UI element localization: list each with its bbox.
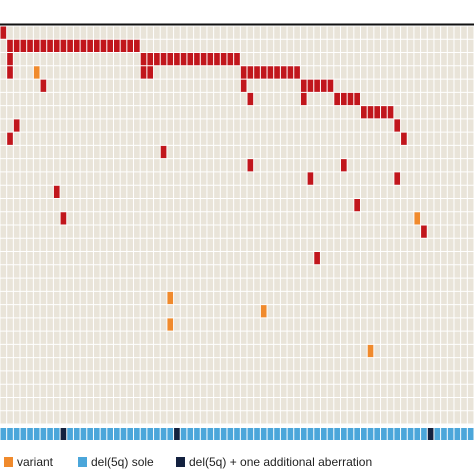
cell bbox=[113, 39, 121, 53]
cell bbox=[387, 105, 394, 119]
cell bbox=[126, 39, 134, 53]
cell bbox=[6, 52, 14, 66]
cell bbox=[353, 198, 361, 212]
cell bbox=[307, 79, 314, 93]
cell bbox=[293, 65, 301, 80]
legend-label: variant bbox=[17, 455, 54, 469]
cell bbox=[206, 52, 214, 66]
cell bbox=[26, 39, 34, 53]
cell bbox=[200, 52, 207, 66]
cell bbox=[180, 52, 187, 66]
cell bbox=[120, 39, 127, 53]
legend-label: del(5q) + one additional aberration bbox=[189, 455, 372, 469]
cell bbox=[260, 65, 268, 80]
cell bbox=[33, 65, 41, 80]
cell bbox=[146, 52, 154, 66]
cell bbox=[100, 39, 107, 53]
cell bbox=[6, 65, 14, 80]
cell bbox=[133, 39, 141, 53]
cell bbox=[413, 211, 421, 225]
cell bbox=[186, 52, 194, 66]
annotation-cell bbox=[427, 428, 434, 440]
cell bbox=[400, 132, 408, 146]
cell bbox=[40, 79, 47, 93]
cell bbox=[166, 52, 174, 66]
cell bbox=[420, 225, 428, 239]
cell bbox=[267, 65, 274, 80]
cell bbox=[6, 39, 14, 53]
cell bbox=[60, 39, 67, 53]
cell bbox=[166, 291, 174, 305]
cell bbox=[166, 317, 174, 332]
cell bbox=[146, 65, 154, 80]
cell bbox=[247, 158, 254, 172]
cell bbox=[153, 52, 161, 66]
cell bbox=[287, 65, 294, 80]
cell bbox=[393, 118, 401, 133]
cell bbox=[173, 52, 181, 66]
cell bbox=[220, 52, 227, 66]
cell bbox=[53, 185, 61, 199]
cell bbox=[247, 92, 254, 106]
cell bbox=[313, 251, 321, 265]
cell bbox=[247, 65, 254, 80]
legend-label: del(5q) sole bbox=[91, 455, 154, 469]
cell bbox=[160, 145, 167, 159]
cell bbox=[40, 39, 47, 53]
cell bbox=[273, 65, 281, 80]
cell bbox=[13, 39, 21, 53]
cell bbox=[300, 92, 308, 106]
cell bbox=[313, 79, 321, 93]
cell bbox=[233, 52, 241, 66]
cell bbox=[20, 39, 27, 53]
cell bbox=[240, 65, 248, 80]
cell bbox=[360, 105, 368, 119]
cell bbox=[353, 92, 361, 106]
cell bbox=[380, 105, 388, 119]
cell bbox=[280, 65, 288, 80]
cell bbox=[373, 105, 381, 119]
cell bbox=[393, 171, 401, 186]
cell bbox=[140, 65, 147, 80]
cell bbox=[226, 52, 234, 66]
cell bbox=[60, 211, 67, 225]
cell bbox=[86, 39, 94, 53]
legend-swatch bbox=[78, 457, 87, 467]
cell bbox=[253, 65, 261, 80]
cell bbox=[367, 344, 374, 358]
cell bbox=[327, 79, 334, 93]
cell bbox=[73, 39, 81, 53]
cell bbox=[307, 171, 314, 186]
cell bbox=[160, 52, 167, 66]
cell bbox=[260, 304, 268, 318]
cell bbox=[13, 118, 21, 133]
cell bbox=[333, 92, 341, 106]
cell bbox=[106, 39, 114, 53]
cell bbox=[193, 52, 201, 66]
cell bbox=[213, 52, 221, 66]
cell bbox=[340, 92, 348, 106]
cell bbox=[347, 92, 354, 106]
cell bbox=[53, 39, 61, 53]
cell bbox=[46, 39, 54, 53]
cell bbox=[367, 105, 374, 119]
cell bbox=[340, 158, 348, 172]
cell bbox=[300, 79, 308, 93]
cell bbox=[93, 39, 101, 53]
cell bbox=[33, 39, 41, 53]
cell bbox=[320, 79, 328, 93]
cell bbox=[0, 26, 7, 40]
legend-swatch bbox=[176, 457, 185, 467]
legend-swatch bbox=[4, 457, 13, 467]
annotation-cell bbox=[60, 428, 67, 440]
annotation-cell bbox=[173, 428, 181, 440]
annotation-track bbox=[0, 428, 474, 440]
cell bbox=[80, 39, 87, 53]
cell bbox=[140, 52, 147, 66]
cell bbox=[66, 39, 74, 53]
cell bbox=[240, 79, 248, 93]
cell bbox=[6, 132, 14, 146]
